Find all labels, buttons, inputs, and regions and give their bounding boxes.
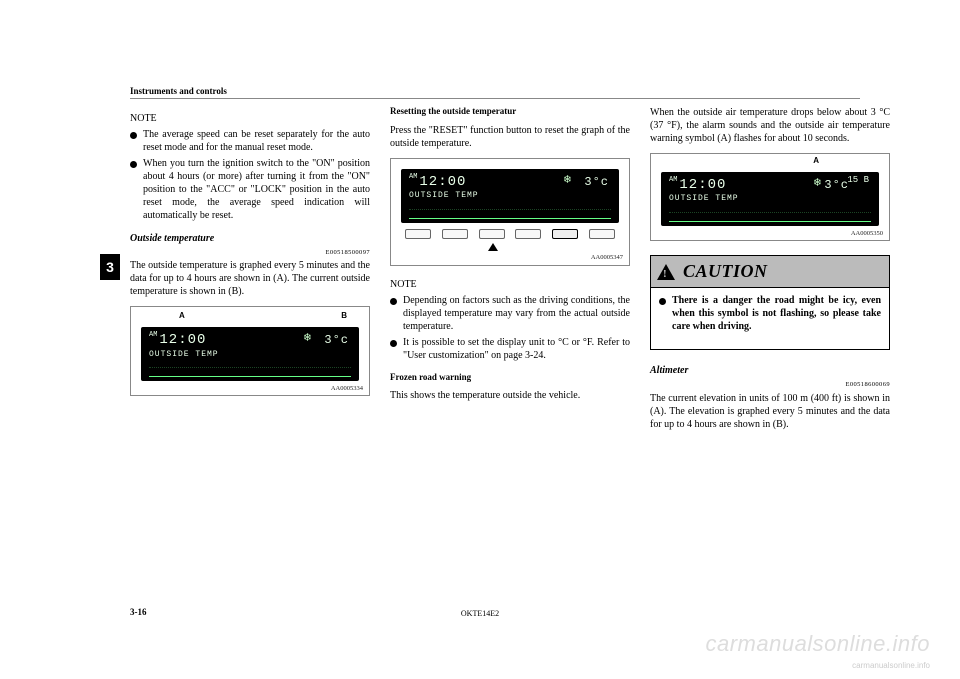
panel-button (589, 229, 615, 239)
panel-button (442, 229, 468, 239)
temperature-value: 3°c (824, 178, 849, 194)
warning-triangle-icon (657, 264, 675, 280)
figure-outside-temp: A B AM12:00 OUTSIDE TEMP ❄ 3°c AA0005334 (130, 306, 370, 396)
paragraph: This shows the temperature outside the v… (390, 389, 630, 402)
note-item: The average speed can be reset separatel… (130, 128, 370, 154)
snowflake-icon: ❄ (564, 173, 571, 189)
temperature-value: 3°c (584, 175, 609, 191)
paragraph: The outside temperature is graphed every… (130, 259, 370, 298)
clock-value: 12:00 (159, 332, 206, 348)
note-item: It is possible to set the display unit t… (390, 336, 630, 362)
ampm-indicator: AM (409, 173, 417, 181)
note-heading: NOTE (130, 112, 370, 125)
snowflake-icon: ❄ (814, 176, 821, 192)
annotation-a: A (179, 311, 185, 321)
header-rule (130, 98, 860, 99)
column-1: NOTE The average speed can be reset sepa… (130, 106, 370, 437)
caution-item: There is a danger the road might be icy,… (659, 294, 881, 333)
note-heading: NOTE (390, 278, 630, 291)
figure-warning-symbol: A AM12:00 OUTSIDE TEMP ❄ 3°c 15 B AA0005… (650, 153, 890, 241)
figure-code: AA0005350 (851, 230, 883, 238)
ampm-indicator: AM (149, 331, 157, 339)
snowflake-icon: ❄ (304, 331, 311, 347)
button-row (401, 229, 619, 239)
note-item: Depending on factors such as the driving… (390, 294, 630, 333)
column-3: When the outside air temperature drops b… (650, 106, 890, 437)
doc-id: OKTE14E2 (0, 609, 960, 619)
graph-area (669, 212, 871, 222)
lcd-display: AM12:00 OUTSIDE TEMP ❄ 3°c (141, 327, 359, 381)
reset-button (552, 229, 578, 239)
note-item: When you turn the ignition switch to the… (130, 157, 370, 222)
paragraph: Press the "RESET" function button to res… (390, 124, 630, 150)
heading-reset-outside-temp: Resetting the outside temperatur (390, 106, 630, 118)
display-label: OUTSIDE TEMP (669, 194, 871, 204)
heading-frozen-road: Frozen road warning (390, 372, 630, 384)
figure-reset-button: AM12:00 OUTSIDE TEMP ❄ 3°c AA0005347 (390, 158, 630, 266)
subheading-altimeter: Altimeter (650, 364, 890, 377)
note-list: Depending on factors such as the driving… (390, 294, 630, 362)
display-label: OUTSIDE TEMP (149, 350, 351, 360)
clock-value: 12:00 (679, 177, 726, 193)
graph-area (409, 209, 611, 219)
ampm-indicator: AM (669, 176, 677, 184)
lcd-display: AM12:00 OUTSIDE TEMP ❄ 3°c (401, 169, 619, 223)
panel-button (479, 229, 505, 239)
figure-code: AA0005334 (331, 385, 363, 393)
altitude-scale: 15 B (847, 176, 869, 186)
watermark: carmanualsonline.info (705, 630, 930, 659)
running-head: Instruments and controls (130, 86, 227, 98)
panel-button (515, 229, 541, 239)
caution-list: There is a danger the road might be icy,… (659, 294, 881, 333)
panel-button (405, 229, 431, 239)
note-list: The average speed can be reset separatel… (130, 128, 370, 222)
paragraph: The current elevation in units of 100 m … (650, 392, 890, 431)
annotation-b: B (341, 311, 347, 321)
annotation-a: A (813, 156, 819, 166)
column-2: Resetting the outside temperatur Press t… (390, 106, 630, 437)
subheading-outside-temperature: Outside temperature (130, 232, 370, 245)
watermark-sub: carmanualsonline.info (852, 661, 930, 671)
graph-area (149, 367, 351, 377)
chapter-tab: 3 (100, 254, 120, 280)
caution-header: CAUTION (651, 256, 889, 288)
temperature-value: 3°c (324, 333, 349, 349)
paragraph: When the outside air temperature drops b… (650, 106, 890, 145)
arrow-up-icon (488, 243, 498, 251)
caution-box: CAUTION There is a danger the road might… (650, 255, 890, 350)
clock-value: 12:00 (419, 174, 466, 190)
display-label: OUTSIDE TEMP (409, 191, 611, 201)
caution-word: CAUTION (683, 260, 768, 283)
lcd-display: AM12:00 OUTSIDE TEMP ❄ 3°c 15 B (661, 172, 879, 226)
caution-body: There is a danger the road might be icy,… (651, 288, 889, 349)
doc-code: E00518500097 (130, 249, 370, 257)
figure-code: AA0005347 (591, 254, 623, 262)
doc-code: E00518600069 (650, 381, 890, 389)
